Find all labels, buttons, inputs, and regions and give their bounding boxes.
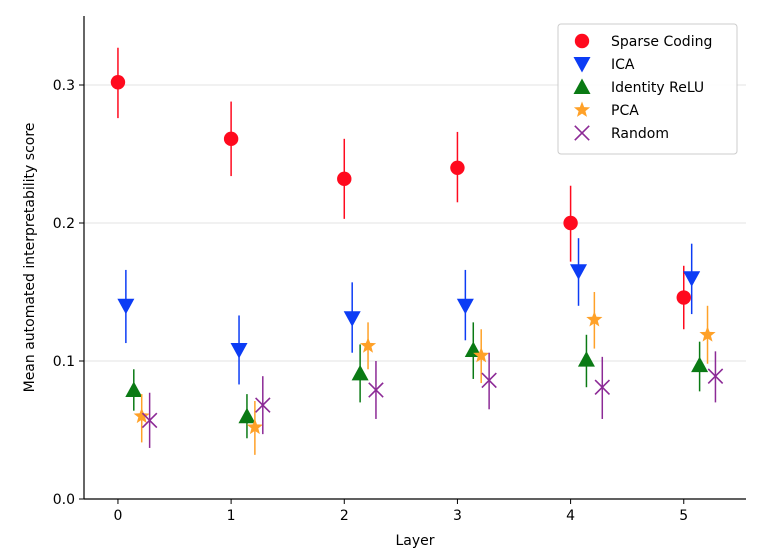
x-stroke: [368, 382, 384, 398]
data-point: [699, 326, 716, 342]
data-point: [359, 337, 377, 353]
legend-label: Random: [611, 126, 669, 142]
x-tick-label: 1: [227, 508, 236, 524]
legend-marker: [573, 78, 591, 94]
axes: 0.0 0.1 0.2 0.3 0 1 2 3 4 5: [53, 16, 746, 524]
x-stroke: [594, 379, 611, 395]
legend-marker: [573, 101, 591, 117]
data-point: [676, 290, 691, 305]
legend-entry-random: Random: [574, 125, 669, 142]
data-point: [481, 372, 497, 389]
legend-marker: [574, 125, 590, 141]
x-tick-label: 4: [566, 508, 575, 524]
data-point: [246, 418, 263, 435]
y-tick-label: 0.2: [53, 216, 75, 232]
data-point: [563, 215, 578, 231]
data-point: [343, 311, 361, 327]
data-point: [456, 298, 474, 315]
x-tick-label: 0: [113, 508, 122, 524]
y-axis-label: Mean automated interpretability score: [22, 123, 38, 393]
data-point: [707, 368, 724, 384]
legend-label: Identity ReLU: [611, 80, 704, 96]
data-point: [473, 346, 490, 363]
x-tick-label: 5: [679, 508, 688, 524]
data-point: [133, 407, 150, 424]
data-point: [351, 364, 369, 381]
y-tick-label: 0.0: [53, 492, 75, 508]
series-pca: [133, 292, 716, 455]
legend-label: ICA: [611, 57, 635, 73]
legend-entry-pca: PCA: [573, 101, 639, 119]
legend-marker: [573, 57, 591, 73]
data-point: [223, 131, 239, 147]
data-point: [570, 264, 588, 280]
data-point: [238, 407, 256, 424]
x-tick-label: 2: [340, 508, 349, 524]
data-point: [594, 379, 611, 395]
x-axis-label: Layer: [395, 533, 434, 549]
x-stroke: [481, 372, 497, 389]
data-point: [577, 351, 595, 367]
data-point: [368, 382, 384, 398]
y-tick-label: 0.3: [53, 78, 75, 94]
series-sparse-coding: [110, 47, 691, 330]
data-marks: [110, 47, 724, 455]
legend-entry-identity-relu: Identity ReLU: [573, 78, 704, 96]
y-tick-label: 0.1: [53, 354, 75, 370]
legend-label: Sparse Coding: [611, 34, 712, 50]
data-point: [586, 311, 603, 327]
data-point: [450, 160, 465, 175]
legend-entry-sparse-coding: Sparse Coding: [574, 33, 712, 50]
data-point: [125, 381, 143, 397]
data-point: [255, 397, 271, 413]
x-stroke: [707, 368, 724, 384]
x-tick-label: 3: [453, 508, 462, 524]
series-identity-relu: [125, 322, 709, 439]
data-point: [683, 271, 701, 287]
legend-box: [557, 23, 738, 155]
data-point: [337, 171, 352, 187]
data-point: [117, 298, 135, 315]
x-stroke: [255, 397, 271, 413]
data-point: [110, 75, 126, 90]
legend-label: PCA: [611, 103, 639, 119]
data-point: [230, 342, 248, 359]
legend: Sparse Coding ICA Identity ReLU PCA Random: [557, 23, 738, 155]
legend-marker: [574, 33, 590, 49]
series-ica: [117, 238, 701, 385]
x-stroke: [574, 125, 590, 141]
legend-entry-ica: ICA: [573, 57, 635, 73]
series-random: [141, 351, 724, 448]
data-point: [141, 412, 158, 429]
x-stroke: [141, 412, 158, 429]
data-point: [691, 356, 709, 373]
